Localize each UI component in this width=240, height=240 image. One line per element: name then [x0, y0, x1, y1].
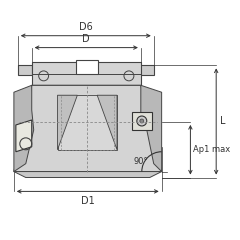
Text: D6: D6: [79, 22, 93, 32]
Circle shape: [137, 116, 147, 126]
Circle shape: [140, 119, 144, 123]
Bar: [132, 112, 152, 130]
Text: L: L: [220, 116, 226, 126]
Bar: [76, 60, 98, 74]
Text: D1: D1: [81, 196, 95, 206]
Polygon shape: [58, 95, 77, 150]
Polygon shape: [97, 95, 117, 150]
Text: Ap1 max: Ap1 max: [193, 145, 231, 154]
Polygon shape: [141, 85, 162, 172]
Polygon shape: [14, 85, 162, 172]
Text: D: D: [83, 34, 90, 44]
Polygon shape: [16, 120, 32, 152]
Polygon shape: [140, 66, 154, 75]
Text: 90°: 90°: [134, 157, 149, 166]
Polygon shape: [14, 172, 162, 178]
Polygon shape: [18, 66, 32, 75]
Bar: [58, 95, 117, 150]
Bar: [32, 62, 141, 85]
Polygon shape: [14, 85, 34, 172]
